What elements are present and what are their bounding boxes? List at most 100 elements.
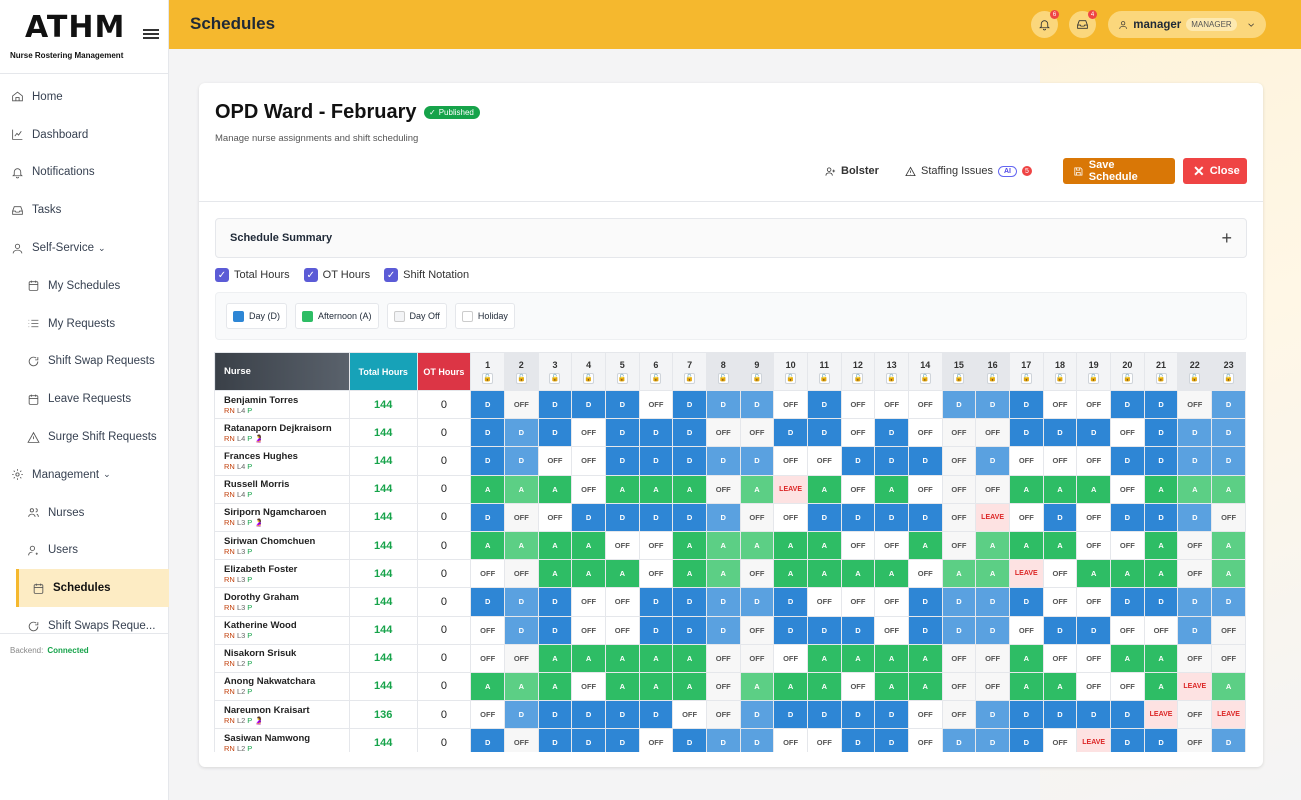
lock-icon[interactable]: 🔓 — [482, 372, 494, 384]
day-header[interactable]: 18 🔓 — [1042, 352, 1078, 391]
day-header[interactable]: 4 🔓 — [571, 352, 606, 391]
day-header[interactable]: 23 🔓 — [1211, 352, 1246, 391]
shift-cell[interactable]: OFF — [739, 418, 775, 448]
shift-cell[interactable]: D — [672, 728, 707, 752]
shift-cell[interactable]: OFF — [874, 587, 909, 617]
shift-cell[interactable]: D — [1042, 502, 1078, 532]
shift-cell[interactable]: A — [705, 559, 741, 589]
shift-cell[interactable]: OFF — [1211, 643, 1246, 673]
lock-icon[interactable]: 🔓 — [1189, 372, 1201, 384]
shift-cell[interactable]: D — [571, 389, 606, 420]
shift-cell[interactable]: D — [705, 728, 741, 752]
shift-cell[interactable]: A — [1177, 474, 1213, 504]
shift-cell[interactable]: OFF — [975, 671, 1010, 702]
shift-cell[interactable]: D — [874, 502, 909, 532]
shift-cell[interactable]: D — [1110, 389, 1145, 420]
shift-cell[interactable]: D — [1042, 615, 1078, 645]
shift-cell[interactable]: A — [806, 643, 842, 673]
day-header[interactable]: 13 🔓 — [874, 352, 909, 391]
shift-cell[interactable]: D — [604, 502, 640, 532]
shift-cell[interactable]: D — [840, 615, 876, 645]
shift-cell[interactable]: D — [537, 615, 573, 645]
shift-cell[interactable]: D — [537, 389, 573, 420]
shift-cell[interactable]: A — [806, 671, 842, 702]
shift-cell[interactable]: OFF — [1110, 615, 1145, 645]
shift-cell[interactable]: A — [1143, 559, 1179, 589]
shift-cell[interactable]: D — [773, 587, 808, 617]
shift-notation-checkbox[interactable]: ✓ Shift Notation — [384, 268, 469, 282]
shift-cell[interactable]: A — [1211, 671, 1246, 702]
shift-cell[interactable]: A — [1143, 530, 1179, 561]
shift-cell[interactable]: A — [571, 643, 606, 673]
shift-cell[interactable]: D — [874, 446, 909, 476]
shift-cell[interactable]: OFF — [503, 728, 539, 752]
shift-cell[interactable]: A — [874, 671, 909, 702]
day-header[interactable]: 19 🔓 — [1076, 352, 1112, 391]
shift-cell[interactable]: D — [672, 389, 707, 420]
shift-cell[interactable]: OFF — [806, 587, 842, 617]
shift-cell[interactable]: D — [773, 418, 808, 448]
shift-cell[interactable]: A — [537, 643, 573, 673]
shift-cell[interactable]: A — [773, 559, 808, 589]
shift-cell[interactable]: OFF — [1076, 671, 1112, 702]
shift-cell[interactable]: OFF — [975, 643, 1010, 673]
shift-cell[interactable]: A — [1008, 474, 1044, 504]
shift-cell[interactable]: D — [1143, 587, 1179, 617]
shift-cell[interactable]: D — [1110, 587, 1145, 617]
user-menu[interactable]: manager MANAGER — [1108, 11, 1266, 38]
shift-cell[interactable]: D — [907, 587, 943, 617]
shift-cell[interactable]: A — [1110, 559, 1145, 589]
lock-icon[interactable]: 🔓 — [616, 372, 628, 384]
lock-icon[interactable]: 🔓 — [919, 372, 931, 384]
shift-cell[interactable]: A — [537, 474, 573, 504]
shift-cell[interactable]: OFF — [705, 643, 741, 673]
sidebar-item-shift-swap-requests[interactable]: Shift Swap Requests — [0, 343, 169, 381]
shift-cell[interactable]: A — [1008, 671, 1044, 702]
shift-cell[interactable]: A — [1211, 530, 1246, 561]
shift-cell[interactable]: D — [1177, 587, 1213, 617]
shift-cell[interactable]: A — [1076, 559, 1112, 589]
shift-cell[interactable]: A — [1143, 643, 1179, 673]
shift-cell[interactable]: A — [672, 474, 707, 504]
shift-cell[interactable]: A — [571, 530, 606, 561]
schedule-summary-panel[interactable]: Schedule Summary + — [215, 218, 1247, 258]
shift-cell[interactable]: D — [470, 728, 505, 752]
day-header[interactable]: 10 🔓 — [773, 352, 808, 391]
shift-cell[interactable]: D — [705, 389, 741, 420]
shift-cell[interactable]: OFF — [470, 700, 505, 730]
shift-cell[interactable]: A — [806, 530, 842, 561]
shift-cell[interactable]: D — [941, 615, 977, 645]
shift-cell[interactable]: OFF — [773, 446, 808, 476]
day-header[interactable]: 1 🔓 — [470, 352, 505, 391]
shift-cell[interactable]: D — [1076, 418, 1112, 448]
shift-cell[interactable]: OFF — [571, 418, 606, 448]
sidebar-item-schedules[interactable]: Schedules — [16, 569, 169, 608]
sidebar-item-users[interactable]: Users — [0, 532, 169, 570]
menu-toggle-icon[interactable] — [143, 27, 159, 41]
sidebar-item-my-requests[interactable]: My Requests — [0, 305, 169, 343]
shift-cell[interactable]: OFF — [941, 530, 977, 561]
day-header[interactable]: 15 🔓 — [941, 352, 977, 391]
shift-cell[interactable]: D — [1042, 700, 1078, 730]
shift-cell[interactable]: OFF — [773, 728, 808, 752]
shift-cell[interactable]: OFF — [840, 671, 876, 702]
shift-cell[interactable]: A — [672, 671, 707, 702]
shift-cell[interactable]: D — [537, 700, 573, 730]
shift-cell[interactable]: A — [638, 671, 674, 702]
shift-cell[interactable]: A — [907, 643, 943, 673]
sidebar-item-notifications[interactable]: Notifications — [0, 154, 169, 192]
day-header[interactable]: 22 🔓 — [1177, 352, 1213, 391]
shift-cell[interactable]: D — [1143, 728, 1179, 752]
shift-cell[interactable]: A — [604, 671, 640, 702]
shift-cell[interactable]: OFF — [1042, 559, 1078, 589]
shift-cell[interactable]: OFF — [975, 418, 1010, 448]
shift-cell[interactable]: OFF — [907, 728, 943, 752]
day-header[interactable]: 6 🔓 — [638, 352, 674, 391]
lock-icon[interactable]: 🔓 — [751, 372, 763, 384]
shift-cell[interactable]: OFF — [806, 446, 842, 476]
shift-cell[interactable]: D — [672, 418, 707, 448]
shift-cell[interactable]: A — [773, 530, 808, 561]
lock-icon[interactable]: 🔓 — [1121, 372, 1133, 384]
shift-cell[interactable]: D — [537, 728, 573, 752]
shift-cell[interactable]: A — [1211, 474, 1246, 504]
